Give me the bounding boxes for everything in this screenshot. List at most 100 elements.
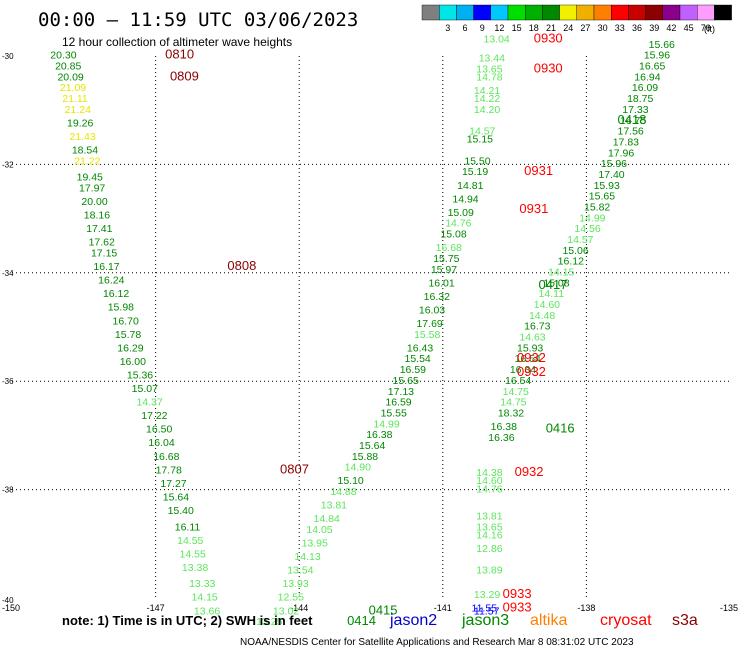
wave-height-label: 16.59 (400, 364, 426, 376)
pass-time-label: 0418 (618, 112, 647, 127)
colorbar-tick-label: 39 (649, 23, 659, 33)
wave-height-label: 13.93 (282, 578, 308, 590)
colorbar-tick-label: 27 (580, 23, 590, 33)
wave-height-label: 15.50 (464, 155, 490, 167)
wave-height-label: 16.01 (428, 277, 454, 289)
wave-height-label: 13.25 (256, 616, 282, 628)
wave-height-label: 14.57 (469, 126, 495, 138)
wave-height-label: 16.12 (558, 256, 584, 268)
wave-height-label: 11.57 (474, 605, 500, 617)
wave-height-label: 14.60 (534, 299, 560, 311)
wave-height-label: 17.78 (156, 464, 182, 476)
wave-height-label: 16.65 (639, 61, 665, 73)
wave-height-label: 14.75 (503, 386, 529, 398)
wave-height-label: 14.22 (474, 93, 500, 105)
wave-height-label: 21.24 (65, 104, 91, 116)
wave-height-label: 12.86 (476, 543, 502, 555)
wave-height-label: 14.15 (548, 267, 574, 279)
wave-height-label: 17.62 (89, 237, 115, 249)
wave-height-label: 13.54 (287, 565, 313, 577)
wave-height-label: 21.11 (62, 93, 88, 105)
pass-time-label: 0930 (534, 60, 563, 75)
wave-height-label: 18.32 (498, 407, 524, 419)
wave-height-label: 16.11 (175, 521, 201, 533)
wave-height-label: 17.69 (416, 318, 442, 330)
pass-time-label: 0931 (524, 163, 553, 178)
wave-height-label: 13.02 (273, 605, 299, 617)
wave-height-label: 14.84 (314, 513, 340, 525)
colorbar-tick-label: 18 (529, 23, 539, 33)
wave-height-label: 16.38 (491, 421, 517, 433)
colorbar-tick-label: 9 (480, 23, 485, 33)
colorbar-swatch (490, 4, 509, 21)
wave-height-label: 15.07 (132, 383, 158, 395)
wave-height-label: 17.96 (608, 147, 634, 159)
colorbar-swatch (421, 4, 440, 21)
colorbar-tick-label: 24 (563, 23, 573, 33)
wave-height-label: 13.89 (476, 565, 502, 577)
wave-height-label: 16.54 (515, 353, 541, 365)
wave-height-label: 20.00 (81, 196, 107, 208)
x-tick-label: -150 (2, 603, 20, 613)
wave-height-label: 14.16 (476, 529, 502, 541)
wave-height-label: 14.99 (373, 418, 399, 430)
wave-height-label: 13.81 (476, 510, 502, 522)
wave-height-label: 15.65 (589, 191, 615, 203)
x-tick-label: -144 (290, 603, 308, 613)
wave-height-label: 13.66 (194, 605, 220, 617)
wave-height-label: 16.59 (385, 397, 411, 409)
wave-height-label: 16.36 (488, 432, 514, 444)
colorbar-tick-label: 6 (462, 23, 467, 33)
colorbar-tick-label: 42 (666, 23, 676, 33)
wave-height-label: 15.65 (393, 375, 419, 387)
wave-height-label: 16.17 (93, 261, 119, 273)
pass-time-label: 0417 (539, 277, 568, 292)
wave-height-label: 20.85 (55, 61, 81, 73)
pass-time-label: 0810 (165, 47, 194, 62)
colorbar-swatch (473, 4, 492, 21)
y-tick-label: -36 (2, 377, 14, 386)
wave-height-label: 15.08 (440, 229, 466, 241)
wave-height-label: 15.88 (352, 451, 378, 463)
wave-height-label: 16.94 (634, 71, 660, 83)
colorbar-swatch (439, 4, 457, 21)
wave-height-label: 16.70 (113, 315, 139, 327)
colorbar-swatch (697, 4, 715, 21)
pass-time-label: 0930 (534, 30, 563, 45)
wave-height-label: 17.97 (79, 183, 105, 195)
x-tick-label: -147 (147, 603, 165, 613)
satellite-legend-jason2: jason2 (389, 612, 437, 629)
wave-height-label: 15.40 (168, 505, 194, 517)
pass-time-label: 0809 (170, 68, 199, 83)
wave-height-label: 17.27 (160, 478, 186, 490)
colorbar-unit: (ft) (704, 24, 715, 34)
wave-height-label: 16.38 (366, 429, 392, 441)
wave-height-label: 15.78 (115, 329, 141, 341)
pass-time-label: 0932 (517, 364, 546, 379)
satellite-legend-s3a: s3a (672, 612, 698, 629)
colorbar-swatch (662, 4, 681, 21)
satellite-legend: jason2 jason3 altika cryosat s3a (389, 612, 698, 629)
colorbar-tick-label: 33 (615, 23, 625, 33)
wave-height-label: 17.15 (91, 248, 117, 260)
wave-height-label: 15.10 (337, 475, 363, 487)
wave-height-label: 11.55 (472, 603, 498, 615)
colorbar-swatch (456, 4, 474, 21)
wave-height-label: 15.64 (359, 440, 385, 452)
wave-height-label: 14.75 (500, 397, 526, 409)
colorbar-swatch (714, 4, 732, 21)
wave-height-label: 13.65 (476, 63, 502, 75)
colorbar-tick-label: 30 (598, 23, 608, 33)
wave-height-label: 21.09 (60, 82, 86, 94)
wave-height-label: 16.03 (419, 304, 445, 316)
wave-height-label: 16.43 (407, 342, 433, 354)
wave-height-label: 14.57 (567, 234, 593, 246)
pass-time-label: 0807 (280, 461, 309, 476)
wave-height-label: 19.26 (67, 117, 93, 129)
wave-height-label: 18.54 (72, 145, 98, 157)
wave-height-label: 14.55 (177, 535, 203, 547)
wave-height-label: 13.65 (476, 521, 502, 533)
wave-height-label: 14.48 (529, 310, 555, 322)
wave-height-label: 16.73 (524, 321, 550, 333)
